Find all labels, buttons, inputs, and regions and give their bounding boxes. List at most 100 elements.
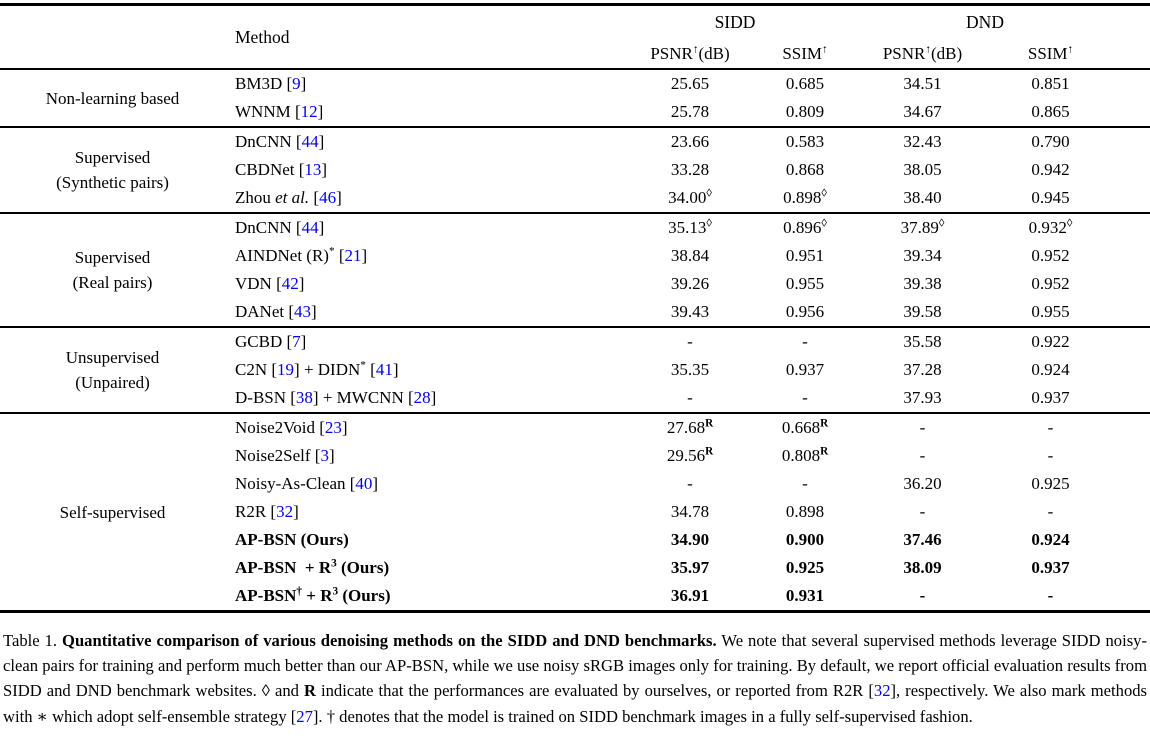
method-group-4: Self-supervised Noise2Void [23] 27.68R 0.66… <box>0 413 1150 612</box>
citation-link[interactable]: 9 <box>292 74 301 93</box>
citation-link[interactable]: 13 <box>304 160 322 179</box>
value-cell: 34.67 <box>903 102 942 121</box>
value-cell: 39.43 <box>670 302 710 321</box>
text-segment: WNNM [ <box>235 102 301 121</box>
value-cell: 0.937 <box>1031 388 1070 407</box>
text-segment: ] + MWCNN [ <box>312 388 414 407</box>
text-segment: ] <box>361 246 368 265</box>
category-label: Self-supervised <box>59 502 166 522</box>
citation-link[interactable]: 28 <box>413 388 431 407</box>
value-cell: 38.09 <box>903 558 942 577</box>
value-cell: 34.00◊ <box>620 184 760 213</box>
table-row: Zhou et al. [46] 34.00◊ 0.898◊ 38.40 0.945 <box>0 184 1150 213</box>
table-row: AINDNet (R)* [21] 38.84 0.951 39.34 0.952 <box>0 242 1150 270</box>
value-cell: 0.851 <box>1031 74 1070 93</box>
citation-link[interactable]: 42 <box>281 274 299 293</box>
text-segment: ] <box>311 302 317 321</box>
text-segment: Table 1. <box>3 631 63 650</box>
value-cell: 0.896◊ <box>760 213 850 242</box>
citation-link[interactable]: 21 <box>344 246 362 265</box>
value-cell: 35.58 <box>903 332 942 351</box>
text-segment: GCBD [ <box>235 332 293 351</box>
text-segment: * <box>360 359 366 372</box>
citation-link[interactable]: 44 <box>301 218 319 237</box>
header-sidd-psnr: PSNR↑(dB) <box>620 39 760 69</box>
text-segment: PSNR <box>650 43 693 63</box>
value-cell: 39.58 <box>903 302 942 321</box>
header-sidd-ssim: SSIM↑ <box>760 39 850 69</box>
value-cell: 0.898 <box>785 502 825 521</box>
value-cell: 36.91 <box>670 586 710 605</box>
text-segment: SSIM <box>1027 43 1068 63</box>
value-cell: - <box>687 474 693 493</box>
citation-link[interactable]: 38 <box>295 388 313 407</box>
value-cell: 34.78 <box>670 502 710 521</box>
method-cell: CBDNet [13] <box>225 156 620 184</box>
text-segment: 0.808 <box>781 446 821 465</box>
value-cell: 38.05 <box>903 160 942 179</box>
method-cell: AINDNet (R)* [21] <box>225 242 620 270</box>
value-cell: 35.13◊ <box>620 213 760 242</box>
value-cell: 0.668R <box>760 413 850 442</box>
text-segment: ◊ <box>706 217 712 230</box>
value-cell: 0.937 <box>1031 558 1070 577</box>
text-segment: ◊ <box>821 187 827 200</box>
value-cell: 37.89◊ <box>850 213 995 242</box>
text-segment: D-BSN [ <box>235 388 296 407</box>
table-row: C2N [19] + DIDN* [41] 35.35 0.937 37.28 0.92… <box>0 356 1150 384</box>
text-segment: 0.932 <box>1028 218 1067 237</box>
citation-link[interactable]: 44 <box>301 132 319 151</box>
value-cell: - <box>687 332 693 351</box>
value-cell: - <box>1047 446 1054 465</box>
text-segment: (Ours) <box>336 558 390 577</box>
value-cell: - <box>687 388 693 407</box>
header-row-metrics: PSNR↑(dB) SSIM↑ PSNR↑(dB) SSIM↑ <box>0 39 1150 69</box>
value-cell: 0.685 <box>785 74 825 93</box>
value-cell: - <box>802 474 808 493</box>
text-segment: ↑ <box>925 42 931 55</box>
citation-link[interactable]: 7 <box>292 332 301 351</box>
table-row: Non-learning based BM3D [9] 25.65 0.685 34.5… <box>0 69 1150 108</box>
value-cell: 36.20 <box>903 474 942 493</box>
citation-link[interactable]: 43 <box>294 302 312 321</box>
value-cell: 34.51 <box>903 74 942 93</box>
text-segment: R2R [ <box>235 502 277 521</box>
table-row: Noise2Self [3] 29.56R 0.808R - - <box>0 442 1150 470</box>
text-segment: 0.668 <box>781 418 821 437</box>
citation-link[interactable]: 27 <box>296 706 313 726</box>
text-segment: (Ours) <box>338 586 391 605</box>
category-label: Supervised (Real pairs) <box>72 248 153 292</box>
method-cell: Zhou et al. [46] <box>225 184 620 213</box>
citation-link[interactable]: 46 <box>319 188 337 207</box>
citation-link[interactable]: 19 <box>277 360 295 379</box>
citation-link[interactable]: 41 <box>375 360 393 379</box>
citation-link[interactable]: 12 <box>300 102 318 121</box>
value-cell: 0.583 <box>785 132 825 151</box>
citation-link[interactable]: 32 <box>873 681 891 701</box>
citation-link[interactable]: 32 <box>276 502 294 521</box>
value-cell: 38.40 <box>903 188 942 207</box>
value-cell: 0.942 <box>1031 160 1070 179</box>
citation-link[interactable]: 40 <box>355 474 373 493</box>
table-row: Self-supervised Noise2Void [23] 27.68R 0.66… <box>0 413 1150 522</box>
value-cell: 35.35 <box>670 360 710 379</box>
text-segment: ↑ <box>1067 42 1074 55</box>
value-cell: 0.956 <box>785 302 825 321</box>
text-segment: [ <box>334 246 345 265</box>
value-cell: 0.865 <box>1031 102 1070 121</box>
value-cell: 0.809 <box>785 102 825 121</box>
text-segment: ] <box>321 160 328 179</box>
text-segment: We note that several supervised methods … <box>3 631 1147 701</box>
text-segment: ] <box>328 446 335 465</box>
citation-link[interactable]: 23 <box>324 418 342 437</box>
text-segment: [ <box>365 360 376 379</box>
method-cell: DnCNN [44] <box>225 213 620 242</box>
value-cell: - <box>1047 502 1054 521</box>
value-cell: - <box>919 586 926 605</box>
text-segment: CBDNet [ <box>235 160 305 179</box>
citation-link[interactable]: 3 <box>320 446 329 465</box>
value-cell: 0.952 <box>1031 246 1070 265</box>
method-cell: AP-BSN (Ours) <box>225 526 620 554</box>
text-segment: 37.89 <box>900 218 939 237</box>
method-group-3: Unsupervised (Unpaired) GCBD [7] - - 35.58 0.… <box>0 327 1150 413</box>
